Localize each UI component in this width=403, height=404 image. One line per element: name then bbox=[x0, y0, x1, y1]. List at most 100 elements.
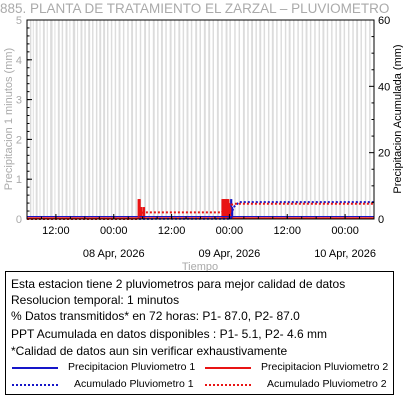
legend-p1-bar: Precipitacion Pluviometro 1 bbox=[68, 361, 196, 373]
left-tick-label: 1 bbox=[16, 174, 22, 186]
chart-title: 885. PLANTA DE TRATAMIENTO EL ZARZAL – P… bbox=[0, 1, 389, 16]
missing-data-band bbox=[293, 20, 295, 219]
missing-data-band bbox=[173, 20, 176, 219]
missing-data-band bbox=[208, 20, 211, 219]
missing-data-band bbox=[29, 20, 32, 219]
missing-data-band bbox=[263, 20, 266, 219]
x-tick-label: 12:00 bbox=[42, 225, 70, 237]
missing-data-band bbox=[114, 20, 117, 219]
missing-data-band bbox=[301, 20, 304, 219]
missing-data-band bbox=[144, 20, 147, 219]
x-axis-ticks: 12:00 00:00 12:00 00:00 12:00 00:00 08 Apr, 20… bbox=[26, 214, 376, 260]
missing-data-band bbox=[182, 20, 185, 219]
missing-data-band bbox=[314, 20, 316, 219]
missing-data-band bbox=[335, 20, 337, 219]
missing-data-band bbox=[318, 20, 321, 219]
info-line-quality-note: *Calidad de datos aun sin verificar exha… bbox=[11, 344, 288, 358]
x-tick-label: 12:00 bbox=[273, 225, 301, 237]
missing-data-band bbox=[343, 20, 346, 219]
legend-p2-acc: Acumulado Pluviometro 2 bbox=[267, 378, 387, 390]
missing-data-band bbox=[259, 20, 262, 219]
missing-data-band bbox=[305, 20, 308, 219]
missing-data-band bbox=[135, 20, 137, 219]
missing-data-band bbox=[178, 20, 181, 219]
x-date-label: 08 Apr, 2026 bbox=[83, 248, 145, 260]
missing-data-band bbox=[242, 20, 245, 219]
x-date-label: 10 Apr, 2026 bbox=[314, 248, 376, 260]
missing-data-band bbox=[221, 20, 223, 219]
missing-data-band bbox=[35, 20, 38, 219]
pluviometer-chart: 885. PLANTA DE TRATAMIENTO EL ZARZAL – P… bbox=[0, 1, 403, 271]
missing-data-band bbox=[139, 20, 142, 219]
missing-data-band bbox=[107, 20, 109, 219]
missing-data-band bbox=[326, 20, 329, 219]
x-tick-label: 12:00 bbox=[158, 225, 186, 237]
missing-data-band bbox=[152, 20, 155, 219]
missing-data-band bbox=[247, 20, 249, 219]
right-axis-ticks: 0 20 40 60 bbox=[369, 15, 390, 226]
missing-data-band bbox=[39, 20, 41, 219]
missing-data-band bbox=[69, 20, 71, 219]
missing-data-band bbox=[284, 20, 287, 219]
left-tick-label: 4 bbox=[16, 55, 22, 67]
left-tick-label: 0 bbox=[16, 214, 22, 226]
missing-data-band bbox=[309, 20, 312, 219]
missing-data-band bbox=[251, 20, 254, 219]
missing-data-band bbox=[186, 20, 189, 219]
missing-data-band bbox=[203, 20, 206, 219]
x-date-label: 09 Apr, 2026 bbox=[199, 248, 261, 260]
info-line-accumulated: PPT Acumulada en datos disponibles : P1-… bbox=[11, 327, 327, 341]
missing-data-band bbox=[122, 20, 125, 219]
missing-data-band bbox=[110, 20, 113, 219]
bar-precipitacion-pluviometro-2 bbox=[140, 207, 143, 219]
right-tick-label: 0 bbox=[378, 214, 384, 226]
missing-data-band bbox=[169, 20, 172, 219]
missing-data-band bbox=[80, 20, 83, 219]
x-tick-label: 00:00 bbox=[331, 225, 359, 237]
missing-data-band bbox=[148, 20, 150, 219]
missing-data-band bbox=[347, 20, 350, 219]
missing-data-band bbox=[199, 20, 201, 219]
left-axis-label: Precipitacion 1 minutos (mm) bbox=[3, 48, 15, 190]
missing-data-band bbox=[127, 20, 129, 219]
missing-data-bands bbox=[29, 20, 371, 219]
missing-data-band bbox=[212, 20, 214, 219]
missing-data-band bbox=[339, 20, 342, 219]
missing-data-band bbox=[360, 20, 362, 219]
legend-swatch-p1-bar bbox=[12, 367, 58, 369]
missing-data-band bbox=[77, 20, 79, 219]
right-tick-label: 60 bbox=[378, 15, 390, 27]
missing-data-band bbox=[276, 20, 278, 219]
missing-data-band bbox=[46, 20, 48, 219]
missing-data-band bbox=[157, 20, 159, 219]
info-box: Esta estacion tiene 2 pluviometros para … bbox=[5, 271, 394, 395]
left-tick-label: 3 bbox=[16, 95, 22, 107]
missing-data-band bbox=[297, 20, 299, 219]
bar-precipitacion-pluviometro-2 bbox=[142, 207, 146, 219]
legend-p1-acc: Acumulado Pluviometro 1 bbox=[74, 378, 194, 390]
right-tick-label: 40 bbox=[378, 81, 390, 93]
legend-swatch-p1-acc bbox=[12, 384, 58, 386]
missing-data-band bbox=[364, 20, 367, 219]
info-line-resolution: Resolucion temporal: 1 minutos bbox=[11, 293, 180, 307]
missing-data-band bbox=[267, 20, 270, 219]
missing-data-band bbox=[369, 20, 371, 219]
legend-p2-bar: Precipitacion Pluviometro 2 bbox=[261, 361, 389, 373]
missing-data-band bbox=[190, 20, 193, 219]
missing-data-band bbox=[54, 20, 56, 219]
missing-data-band bbox=[352, 20, 354, 219]
missing-data-band bbox=[255, 20, 257, 219]
line-acumulado-pluviometro-2 bbox=[27, 202, 374, 220]
missing-data-band bbox=[216, 20, 219, 219]
missing-data-band bbox=[72, 20, 76, 219]
right-axis-label: Precipitacion Acumulada (mm) bbox=[392, 44, 403, 193]
bar-precipitacion-pluviometro-2 bbox=[229, 207, 232, 219]
info-line-stations: Esta estacion tiene 2 pluviometros para … bbox=[11, 277, 346, 291]
missing-data-band bbox=[356, 20, 359, 219]
right-tick-label: 20 bbox=[378, 148, 390, 160]
missing-data-band bbox=[238, 20, 241, 219]
missing-data-band bbox=[84, 20, 86, 219]
left-axis-ticks: 0 1 2 3 4 5 bbox=[16, 15, 32, 226]
missing-data-band bbox=[322, 20, 325, 219]
missing-data-band bbox=[165, 20, 167, 219]
